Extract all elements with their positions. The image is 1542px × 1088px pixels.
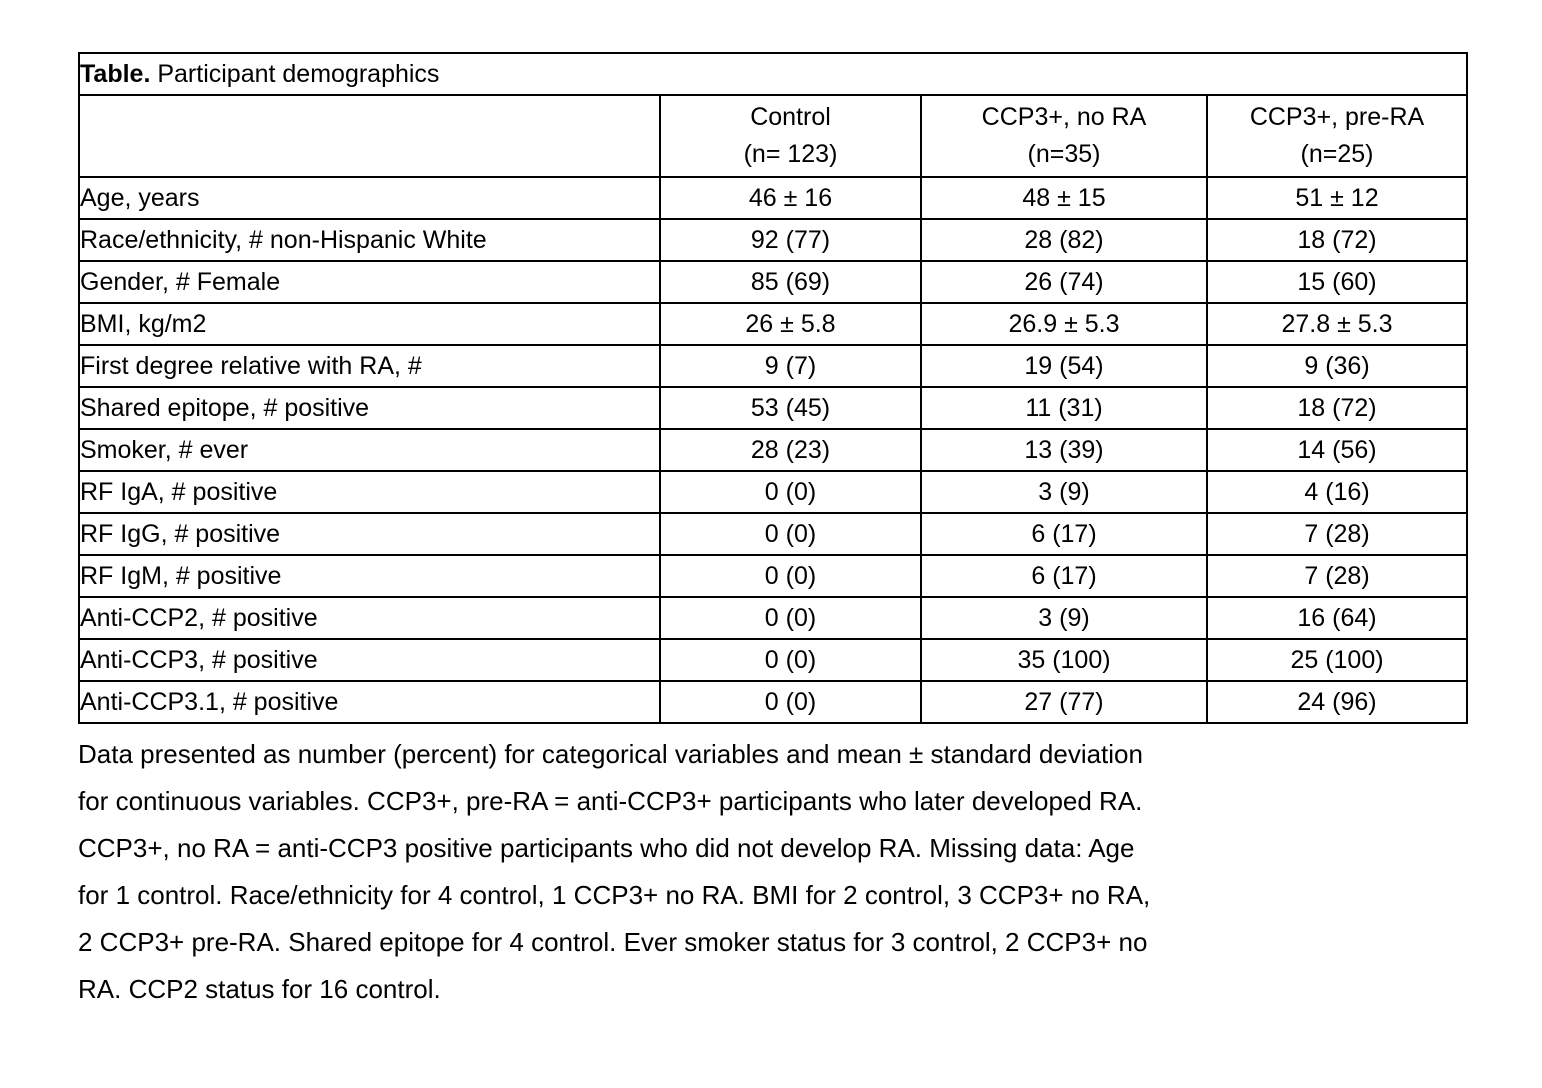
row-label: RF IgA, # positive	[78, 470, 661, 514]
row-label: Shared epitope, # positive	[78, 386, 661, 430]
table-row: Anti-CCP3, # positive 0 (0) 35 (100) 25 …	[78, 638, 1468, 682]
row-label: First degree relative with RA, #	[78, 344, 661, 388]
footnote-line: for continuous variables. CCP3+, pre-RA …	[78, 786, 1143, 816]
value-cell: 26.9 ± 5.3	[920, 302, 1208, 346]
footnote-line: RA. CCP2 status for 16 control.	[78, 974, 441, 1004]
column-header-line: (n=25)	[1300, 140, 1374, 168]
value-cell: 13 (39)	[920, 428, 1208, 472]
table-row: Anti-CCP3.1, # positive 0 (0) 27 (77) 24…	[78, 680, 1468, 724]
demographics-table: Table. Participant demographics Control …	[78, 52, 1468, 724]
footnote-line: for 1 control. Race/ethnicity for 4 cont…	[78, 880, 1151, 910]
value-cell: 53 (45)	[659, 386, 922, 430]
column-header-line: (n=35)	[1027, 140, 1101, 168]
value-cell: 7 (28)	[1206, 554, 1468, 598]
column-header-control: Control (n= 123)	[659, 94, 922, 178]
value-cell: 18 (72)	[1206, 386, 1468, 430]
value-cell: 51 ± 12	[1206, 176, 1468, 220]
table-row: RF IgG, # positive 0 (0) 6 (17) 7 (28)	[78, 512, 1468, 556]
row-label: Gender, # Female	[78, 260, 661, 304]
column-header-line: CCP3+, no RA	[981, 103, 1147, 131]
value-cell: 0 (0)	[659, 470, 922, 514]
table-row: RF IgM, # positive 0 (0) 6 (17) 7 (28)	[78, 554, 1468, 598]
column-header-line: CCP3+, pre-RA	[1249, 103, 1425, 131]
value-cell: 0 (0)	[659, 638, 922, 682]
header-empty-cell	[78, 94, 661, 178]
value-cell: 9 (7)	[659, 344, 922, 388]
table-row: RF IgA, # positive 0 (0) 3 (9) 4 (16)	[78, 470, 1468, 514]
value-cell: 7 (28)	[1206, 512, 1468, 556]
value-cell: 3 (9)	[920, 470, 1208, 514]
row-label: RF IgM, # positive	[78, 554, 661, 598]
value-cell: 0 (0)	[659, 512, 922, 556]
footnote-line: Data presented as number (percent) for c…	[78, 739, 1143, 769]
table-row: Shared epitope, # positive 53 (45) 11 (3…	[78, 386, 1468, 430]
value-cell: 85 (69)	[659, 260, 922, 304]
footnote-line: CCP3+, no RA = anti-CCP3 positive partic…	[78, 833, 1135, 863]
value-cell: 18 (72)	[1206, 218, 1468, 262]
table-title-label: Table.	[80, 59, 151, 88]
table-row: Race/ethnicity, # non-Hispanic White 92 …	[78, 218, 1468, 262]
value-cell: 16 (64)	[1206, 596, 1468, 640]
row-label: Age, years	[78, 176, 661, 220]
value-cell: 46 ± 16	[659, 176, 922, 220]
table-row: Age, years 46 ± 16 48 ± 15 51 ± 12	[78, 176, 1468, 220]
value-cell: 14 (56)	[1206, 428, 1468, 472]
value-cell: 19 (54)	[920, 344, 1208, 388]
value-cell: 26 ± 5.8	[659, 302, 922, 346]
row-label: RF IgG, # positive	[78, 512, 661, 556]
row-label: Anti-CCP3, # positive	[78, 638, 661, 682]
value-cell: 92 (77)	[659, 218, 922, 262]
value-cell: 6 (17)	[920, 554, 1208, 598]
row-label: Anti-CCP2, # positive	[78, 596, 661, 640]
value-cell: 0 (0)	[659, 554, 922, 598]
footnote-line: 2 CCP3+ pre-RA. Shared epitope for 4 con…	[78, 927, 1148, 957]
value-cell: 35 (100)	[920, 638, 1208, 682]
row-label: Smoker, # ever	[78, 428, 661, 472]
table-footnote: Data presented as number (percent) for c…	[78, 731, 1498, 1013]
value-cell: 48 ± 15	[920, 176, 1208, 220]
value-cell: 11 (31)	[920, 386, 1208, 430]
column-header-ccp3-pre-ra: CCP3+, pre-RA (n=25)	[1206, 94, 1468, 178]
value-cell: 25 (100)	[1206, 638, 1468, 682]
table-row: Anti-CCP2, # positive 0 (0) 3 (9) 16 (64…	[78, 596, 1468, 640]
value-cell: 28 (23)	[659, 428, 922, 472]
value-cell: 0 (0)	[659, 680, 922, 724]
column-header-line: Control	[750, 103, 831, 131]
value-cell: 24 (96)	[1206, 680, 1468, 724]
table-header-row: Control (n= 123) CCP3+, no RA (n=35) CCP…	[78, 94, 1468, 178]
value-cell: 0 (0)	[659, 596, 922, 640]
table-row: Smoker, # ever 28 (23) 13 (39) 14 (56)	[78, 428, 1468, 472]
column-header-ccp3-no-ra: CCP3+, no RA (n=35)	[920, 94, 1208, 178]
value-cell: 6 (17)	[920, 512, 1208, 556]
table-row: First degree relative with RA, # 9 (7) 1…	[78, 344, 1468, 388]
value-cell: 15 (60)	[1206, 260, 1468, 304]
table-row: BMI, kg/m2 26 ± 5.8 26.9 ± 5.3 27.8 ± 5.…	[78, 302, 1468, 346]
table-title-row: Table. Participant demographics	[78, 52, 1468, 96]
value-cell: 26 (74)	[920, 260, 1208, 304]
value-cell: 3 (9)	[920, 596, 1208, 640]
table-title: Table. Participant demographics	[78, 52, 1468, 96]
row-label: Anti-CCP3.1, # positive	[78, 680, 661, 724]
row-label: Race/ethnicity, # non-Hispanic White	[78, 218, 661, 262]
value-cell: 4 (16)	[1206, 470, 1468, 514]
value-cell: 27 (77)	[920, 680, 1208, 724]
table-row: Gender, # Female 85 (69) 26 (74) 15 (60)	[78, 260, 1468, 304]
value-cell: 9 (36)	[1206, 344, 1468, 388]
column-header-line: (n= 123)	[743, 140, 838, 168]
row-label: BMI, kg/m2	[78, 302, 661, 346]
table-title-text: Participant demographics	[157, 59, 440, 88]
value-cell: 27.8 ± 5.3	[1206, 302, 1468, 346]
value-cell: 28 (82)	[920, 218, 1208, 262]
